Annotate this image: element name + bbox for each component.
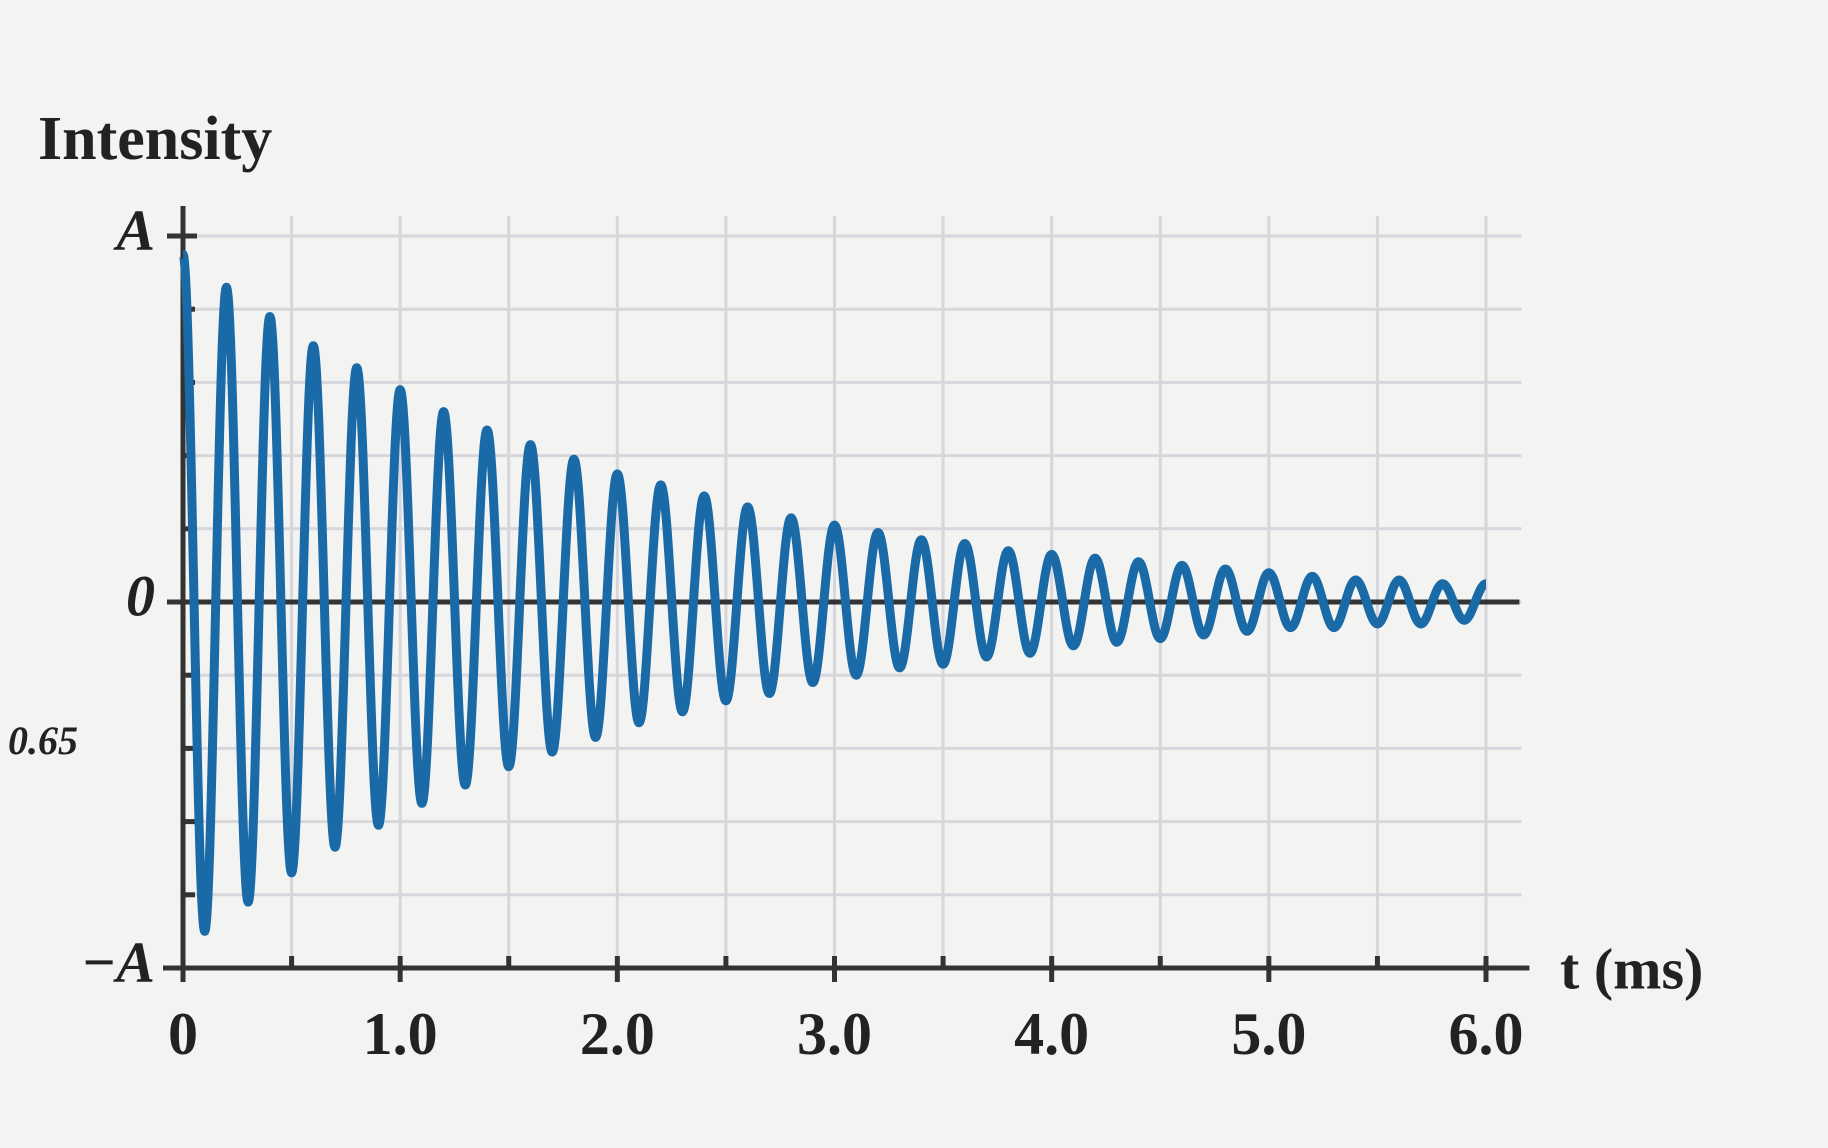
line-series bbox=[178, 249, 1489, 936]
x-tick-label: 6.0 bbox=[1449, 1001, 1524, 1067]
x-tick-label: 4.0 bbox=[1014, 1001, 1089, 1067]
annotation: 0.65 bbox=[8, 718, 78, 763]
y-tick-label: −A bbox=[81, 929, 155, 994]
x-tick-label: 2.0 bbox=[580, 1001, 655, 1067]
y-tick-label: 0 bbox=[126, 563, 155, 628]
y-axis-title: Intensity bbox=[38, 105, 272, 173]
x-axis-title: t (ms) bbox=[1560, 936, 1703, 1001]
x-tick-label: 5.0 bbox=[1231, 1001, 1306, 1067]
y-tick-label: A bbox=[113, 197, 155, 262]
x-tick-label: 1.0 bbox=[363, 1001, 438, 1067]
x-tick-label: 3.0 bbox=[797, 1001, 872, 1067]
x-tick-label: 0 bbox=[168, 1001, 198, 1067]
